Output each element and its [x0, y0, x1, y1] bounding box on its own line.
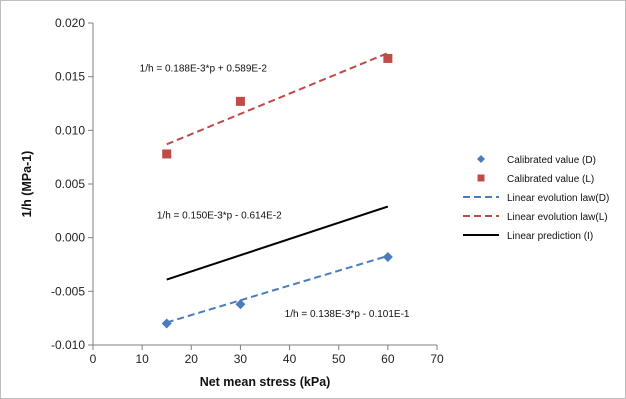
- plot-area: [93, 23, 437, 345]
- equation-annotations: 1/h = 0.188E-3*p + 0.589E-2 1/h = 0.150E-…: [140, 63, 410, 320]
- legend-label-2: Linear evolution law(D): [507, 193, 609, 204]
- x-tick-label: 10: [135, 352, 149, 366]
- y-tick-label: 0.010: [55, 123, 85, 137]
- series-markers: [161, 53, 393, 329]
- data-point-1-1: [235, 96, 245, 106]
- data-point-1-0: [162, 149, 172, 159]
- legend-label-4: Linear prediction (I): [507, 231, 593, 242]
- y-tick-label: 0.005: [55, 177, 85, 191]
- data-point-0-0: [161, 318, 172, 329]
- x-tick-label: 40: [283, 352, 297, 366]
- data-point-1-2: [383, 53, 393, 63]
- legend-label-3: Linear evolution law(L): [507, 212, 608, 223]
- y-axis-title: 1/h (MPa-1): [20, 151, 34, 218]
- legend-label-0: Calibrated value (D): [507, 155, 596, 166]
- y-tick-label: 0.000: [55, 231, 85, 245]
- y-tick-label: 0.015: [55, 70, 85, 84]
- x-tick-label: 50: [332, 352, 346, 366]
- x-tick-label: 0: [90, 352, 97, 366]
- legend-swatch-1: [477, 174, 485, 182]
- series-line-2: [166, 254, 389, 324]
- legend-swatch-0: [477, 155, 485, 163]
- x-tick-label: 30: [234, 352, 248, 366]
- series-line-3: [166, 52, 389, 146]
- equation-annotation: 1/h = 0.150E-3*p - 0.614E-2: [157, 210, 282, 221]
- y-tick-label: -0.010: [51, 338, 85, 352]
- x-tick-label: 70: [430, 352, 444, 366]
- y-tick-labels: -0.010 -0.005 0.000 0.005 0.010 0.015 0.020: [51, 16, 85, 352]
- x-tick-label: 20: [185, 352, 199, 366]
- equation-annotation: 1/h = 0.138E-3*p - 0.101E-1: [285, 309, 410, 320]
- legend: Calibrated value (D) Calibrated value (L)…: [463, 155, 609, 242]
- data-point-0-2: [382, 251, 393, 262]
- y-tick-label: 0.020: [55, 16, 85, 30]
- y-tick-label: -0.005: [51, 284, 85, 298]
- data-point-0-1: [235, 299, 246, 310]
- axes: [88, 22, 438, 350]
- x-tick-label: 60: [381, 352, 395, 366]
- series-lines: [166, 52, 389, 324]
- series-line-4: [166, 205, 389, 281]
- equation-annotation: 1/h = 0.188E-3*p + 0.589E-2: [140, 63, 268, 74]
- x-axis-title: Net mean stress (kPa): [200, 375, 331, 389]
- legend-label-1: Calibrated value (L): [507, 174, 594, 185]
- x-tick-labels: 0 10 20 30 40 50 60 70: [90, 352, 444, 366]
